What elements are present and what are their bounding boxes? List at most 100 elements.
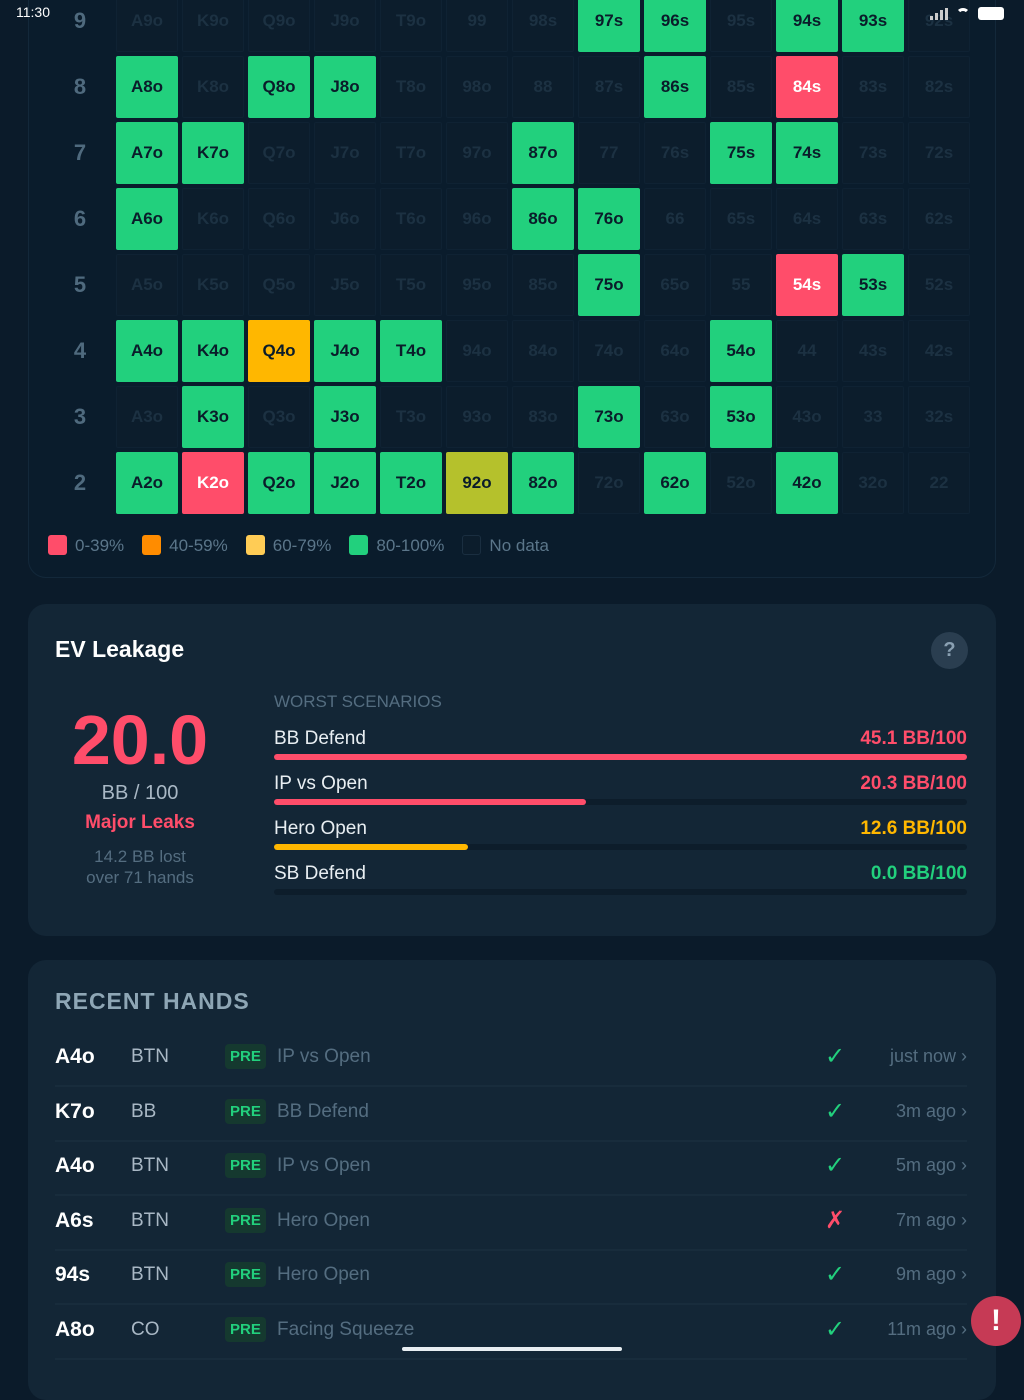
help-button[interactable]: ? [931, 632, 968, 669]
hand-cell[interactable]: 33 [842, 386, 904, 448]
hand-cell[interactable]: 32o [842, 452, 904, 514]
hand-cell[interactable]: A5o [116, 254, 178, 316]
hand-cell[interactable]: 86o [512, 188, 574, 250]
hand-cell[interactable]: 53s [842, 254, 904, 316]
hand-cell[interactable]: 66 [644, 188, 706, 250]
hand-cell[interactable]: J9o [314, 0, 376, 52]
hand-cell[interactable]: 98o [446, 56, 508, 118]
hand-cell[interactable]: 87s [578, 56, 640, 118]
hand-cell[interactable]: 54s [776, 254, 838, 316]
hand-cell[interactable]: 82s [908, 56, 970, 118]
hand-cell[interactable]: 94s [776, 0, 838, 52]
hand-cell[interactable]: 42s [908, 320, 970, 382]
hand-cell[interactable]: 88 [512, 56, 574, 118]
hand-cell[interactable]: K7o [182, 122, 244, 184]
alert-fab-button[interactable]: ! [971, 1296, 1021, 1346]
hand-cell[interactable]: T4o [380, 320, 442, 382]
hand-cell[interactable]: 92o [446, 452, 508, 514]
hand-cell[interactable]: T2o [380, 452, 442, 514]
hand-row[interactable]: A8o CO PRE Facing Squeeze ✓ 11m ago › [55, 1305, 967, 1360]
home-indicator[interactable] [402, 1347, 622, 1351]
hand-cell[interactable]: J8o [314, 56, 376, 118]
hand-cell[interactable]: 72s [908, 122, 970, 184]
hand-cell[interactable]: K4o [182, 320, 244, 382]
hand-cell[interactable]: 63s [842, 188, 904, 250]
hand-cell[interactable]: 22 [908, 452, 970, 514]
hand-cell[interactable]: Q7o [248, 122, 310, 184]
hand-cell[interactable]: A8o [116, 56, 178, 118]
hand-cell[interactable]: A2o [116, 452, 178, 514]
hand-cell[interactable]: J2o [314, 452, 376, 514]
hand-cell[interactable]: 53o [710, 386, 772, 448]
hand-cell[interactable]: 43s [842, 320, 904, 382]
hand-cell[interactable]: 44 [776, 320, 838, 382]
hand-cell[interactable]: 82o [512, 452, 574, 514]
hand-cell[interactable]: Q5o [248, 254, 310, 316]
hand-cell[interactable]: T5o [380, 254, 442, 316]
hand-cell[interactable]: T9o [380, 0, 442, 52]
hand-cell[interactable]: J7o [314, 122, 376, 184]
hand-cell[interactable]: 65s [710, 188, 772, 250]
hand-cell[interactable]: 62o [644, 452, 706, 514]
hand-cell[interactable]: K5o [182, 254, 244, 316]
hand-cell[interactable]: Q4o [248, 320, 310, 382]
hand-cell[interactable]: K2o [182, 452, 244, 514]
hand-cell[interactable]: A9o [116, 0, 178, 52]
hand-cell[interactable]: T8o [380, 56, 442, 118]
hand-cell[interactable]: 64o [644, 320, 706, 382]
scenario-row[interactable]: BB Defend 45.1 BB/100 [274, 728, 967, 768]
hand-cell[interactable]: Q3o [248, 386, 310, 448]
hand-cell[interactable]: 72o [578, 452, 640, 514]
hand-cell[interactable]: 93s [842, 0, 904, 52]
hand-cell[interactable]: 96o [446, 188, 508, 250]
hand-cell[interactable]: 97s [578, 0, 640, 52]
hand-row[interactable]: A6s BTN PRE Hero Open ✗ 7m ago › [55, 1196, 967, 1251]
hand-cell[interactable]: 86s [644, 56, 706, 118]
hand-cell[interactable]: A6o [116, 188, 178, 250]
hand-cell[interactable]: 65o [644, 254, 706, 316]
hand-cell[interactable]: 54o [710, 320, 772, 382]
scenario-row[interactable]: Hero Open 12.6 BB/100 [274, 818, 967, 858]
hand-cell[interactable]: T3o [380, 386, 442, 448]
hand-row[interactable]: A4o BTN PRE IP vs Open ✓ 5m ago › [55, 1141, 967, 1196]
scenario-row[interactable]: IP vs Open 20.3 BB/100 [274, 773, 967, 813]
hand-cell[interactable]: J4o [314, 320, 376, 382]
hand-cell[interactable]: Q6o [248, 188, 310, 250]
hand-cell[interactable]: K9o [182, 0, 244, 52]
hand-cell[interactable]: 96s [644, 0, 706, 52]
hand-cell[interactable]: A4o [116, 320, 178, 382]
hand-cell[interactable]: 76s [644, 122, 706, 184]
hand-cell[interactable]: 73o [578, 386, 640, 448]
hand-cell[interactable]: K3o [182, 386, 244, 448]
hand-cell[interactable]: Q9o [248, 0, 310, 52]
hand-cell[interactable]: A3o [116, 386, 178, 448]
hand-cell[interactable]: 52o [710, 452, 772, 514]
hand-cell[interactable]: 42o [776, 452, 838, 514]
hand-cell[interactable]: J3o [314, 386, 376, 448]
hand-cell[interactable]: 84o [512, 320, 574, 382]
hand-cell[interactable]: Q2o [248, 452, 310, 514]
hand-cell[interactable]: J5o [314, 254, 376, 316]
hand-cell[interactable]: 75s [710, 122, 772, 184]
hand-cell[interactable]: K8o [182, 56, 244, 118]
hand-row[interactable]: A4o BTN PRE IP vs Open ✓ just now › [55, 1032, 967, 1087]
hand-row[interactable]: K7o BB PRE BB Defend ✓ 3m ago › [55, 1087, 967, 1142]
hand-cell[interactable]: 98s [512, 0, 574, 52]
hand-cell[interactable]: Q8o [248, 56, 310, 118]
hand-cell[interactable]: 62s [908, 188, 970, 250]
hand-row[interactable]: 94s BTN PRE Hero Open ✓ 9m ago › [55, 1250, 967, 1305]
hand-cell[interactable]: 97o [446, 122, 508, 184]
scenario-row[interactable]: SB Defend 0.0 BB/100 [274, 863, 967, 903]
hand-cell[interactable]: 74o [578, 320, 640, 382]
hand-cell[interactable]: 95o [446, 254, 508, 316]
hand-cell[interactable]: 32s [908, 386, 970, 448]
hand-cell[interactable]: 87o [512, 122, 574, 184]
hand-cell[interactable]: 73s [842, 122, 904, 184]
hand-cell[interactable]: T6o [380, 188, 442, 250]
hand-cell[interactable]: 93o [446, 386, 508, 448]
hand-cell[interactable]: 52s [908, 254, 970, 316]
hand-cell[interactable]: 94o [446, 320, 508, 382]
hand-cell[interactable]: 75o [578, 254, 640, 316]
hand-cell[interactable]: 55 [710, 254, 772, 316]
hand-cell[interactable]: 64s [776, 188, 838, 250]
